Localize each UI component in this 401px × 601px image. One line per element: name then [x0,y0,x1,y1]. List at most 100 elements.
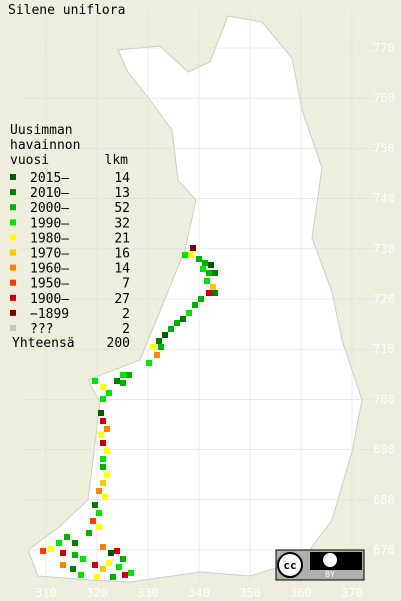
legend-header: Uusimman [10,123,73,138]
observation-square [100,456,106,462]
observation-square [96,524,102,530]
grid [20,10,395,585]
observation-square [96,510,102,516]
observation-square [120,372,126,378]
observation-square [98,432,104,438]
observation-square [78,572,84,578]
y-label: 770 [373,41,395,55]
observation-square [186,310,192,316]
x-label: 310 [35,586,57,600]
observation-square [104,472,110,478]
observation-square [128,570,134,576]
legend-label: −1899 [30,307,69,322]
observation-square [212,270,218,276]
observation-square [162,332,168,338]
x-label: 350 [239,586,261,600]
observation-square [60,550,66,556]
legend-swatch [10,279,16,286]
observation-square [60,562,66,568]
observation-square [196,256,202,262]
legend-count: 13 [114,186,130,201]
observation-square [190,245,196,251]
observation-square [154,352,160,358]
legend-count: 14 [114,171,130,186]
legend-total-count: 200 [107,336,130,351]
observation-square [114,548,120,554]
legend-label: 1970– [30,247,69,262]
legend-count: 2 [122,322,130,337]
legend-swatch [10,189,16,196]
observation-square [126,372,132,378]
legend-swatch [10,325,16,331]
observation-square [146,360,152,366]
observation-square [40,548,46,554]
legend-swatch [10,219,16,226]
observation-square [120,380,126,386]
observation-square [208,262,214,268]
observation-square [72,552,78,558]
observation-square [64,534,70,540]
y-label: 670 [373,543,395,557]
observation-square [96,488,102,494]
observation-square [92,378,98,384]
legend-label: 1980– [30,231,69,246]
observation-square [94,574,100,580]
observation-square [92,562,98,568]
observation-square [100,566,106,572]
legend-swatch [10,249,16,256]
y-label: 710 [373,342,395,356]
y-label: 700 [373,392,395,406]
legend-col: lkm [105,153,129,168]
legend-label: 1990– [30,216,69,231]
observation-square [116,564,122,570]
observation-square [210,284,216,290]
y-label: 720 [373,292,395,306]
x-label: 370 [341,586,363,600]
legend-count: 32 [114,216,130,231]
legend-total-label: Yhteensä [12,336,75,351]
legend-label: 2015– [30,171,69,186]
legend-swatch [10,204,16,211]
legend-count: 52 [114,201,130,216]
observation-square [98,410,104,416]
observation-square [180,316,186,322]
observation-square [206,290,212,296]
legend-count: 27 [114,292,130,307]
observation-square [156,338,162,344]
y-label: 740 [373,192,395,206]
observation-square [100,544,106,550]
observation-square [122,572,128,578]
legend-label: 2010– [30,186,69,201]
observation-square [106,390,112,396]
observation-square [110,574,116,580]
cc-text: cc [283,559,296,572]
legend-label: 2000– [30,201,69,216]
legend-count: 7 [122,277,130,292]
y-label: 690 [373,443,395,457]
observation-square [206,270,212,276]
observation-square [100,440,106,446]
observation-square [100,418,106,424]
legend-swatch [10,234,16,241]
observation-square [108,550,114,556]
legend-swatch [10,294,16,301]
observation-square [100,396,106,402]
legend-label: 1950– [30,277,69,292]
observation-square [86,530,92,536]
observation-square [200,266,206,272]
observation-square [72,540,78,546]
observation-square [158,344,164,350]
observation-square [192,302,198,308]
legend-count: 16 [114,247,130,262]
title: Silene uniflora [8,3,125,18]
y-label: 680 [373,493,395,507]
observation-square [202,260,208,266]
observation-square [212,290,218,296]
legend-label: ??? [30,322,53,337]
observation-square [90,518,96,524]
observation-square [174,320,180,326]
observation-square [106,560,112,566]
observation-square [48,546,54,552]
legend-swatch [10,264,16,271]
